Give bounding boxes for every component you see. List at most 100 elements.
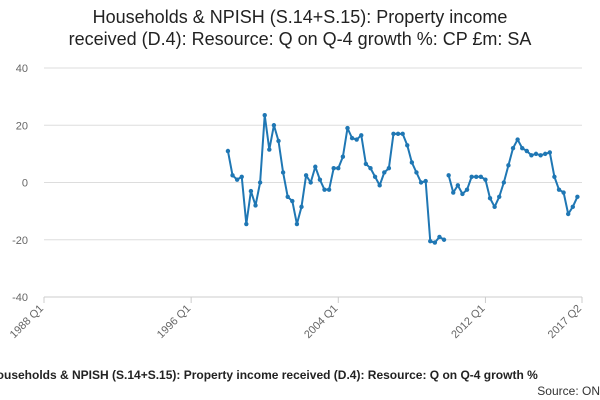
data-point [363, 161, 369, 167]
data-point [510, 145, 516, 151]
x-tick-label: 2017 Q2 [546, 303, 584, 341]
data-point [478, 174, 484, 179]
data-point [303, 173, 309, 178]
y-tick-label: 40 [16, 63, 28, 75]
x-axis: 1988 Q1 1996 Q1 2004 Q1 2012 Q1 2017 Q2 [8, 296, 584, 341]
chart-title-line-2: received (D.4): Resource: Q on Q-4 growt… [68, 29, 532, 49]
y-tick-label: -40 [12, 292, 28, 304]
data-point [418, 180, 424, 185]
data-point [377, 183, 382, 188]
data-point [446, 173, 451, 178]
data-point [570, 204, 575, 210]
data-point [469, 174, 474, 179]
data-point [414, 170, 419, 175]
data-point [271, 123, 277, 128]
x-tick-label: 1996 Q1 [155, 303, 193, 341]
data-point [529, 153, 534, 158]
data-point [524, 148, 530, 154]
data-point [515, 137, 520, 142]
data-point [437, 234, 442, 240]
data-point [372, 174, 378, 179]
data-point [290, 198, 295, 204]
data-point [497, 194, 502, 200]
data-point [317, 177, 323, 182]
data-point [322, 187, 327, 192]
data-point [299, 204, 304, 210]
data-point [345, 125, 350, 131]
data-point [308, 180, 313, 185]
data-point [432, 240, 438, 245]
line-chart: -40 -20 0 20 40 1988 Q1 1996 Q1 2004 Q1 2012 Q1… [8, 63, 584, 341]
data-point [501, 180, 507, 185]
data-point [280, 170, 286, 175]
data-point [267, 147, 272, 152]
data-point [262, 113, 267, 118]
data-point [331, 165, 336, 171]
data-point [483, 177, 488, 182]
data-point [230, 173, 235, 178]
data-point [455, 183, 461, 188]
x-tick-label: 2004 Q1 [302, 303, 340, 341]
data-point [244, 221, 249, 227]
data-point [313, 164, 318, 169]
data-point [234, 177, 240, 182]
data-point [464, 187, 470, 192]
data-point [538, 153, 543, 158]
y-tick-label: -20 [12, 235, 28, 247]
footer-caption: Households & NPISH (S.14+S.15): Property… [0, 368, 538, 382]
data-point [423, 178, 428, 184]
gridlines [44, 67, 582, 298]
series-line [447, 138, 579, 215]
chart-title-line-1: Households & NPISH (S.14+S.15): Property… [92, 7, 508, 27]
data-point [336, 165, 341, 171]
data-point [487, 196, 493, 201]
data-point [520, 145, 525, 151]
data-point [359, 133, 364, 138]
y-axis: -40 -20 0 20 40 [12, 63, 28, 304]
data-point [386, 165, 392, 171]
data-point [547, 150, 553, 155]
data-point [492, 204, 497, 210]
data-point [285, 194, 290, 200]
data-point [474, 174, 479, 179]
y-tick-label: 20 [16, 120, 28, 132]
data-point [566, 211, 571, 217]
data-point [405, 143, 410, 148]
data-point [253, 203, 258, 208]
data-point [368, 165, 373, 171]
data-point [354, 137, 359, 142]
data-point [294, 221, 300, 227]
data-point [248, 188, 254, 194]
data-point [395, 131, 401, 137]
y-tick-label: 0 [22, 178, 28, 190]
data-point [225, 148, 231, 154]
data-point [340, 154, 346, 159]
data-point [400, 131, 405, 137]
data-point [239, 174, 244, 179]
chart-title: Households & NPISH (S.14+S.15): Property… [0, 6, 600, 50]
data-series [225, 113, 580, 245]
data-point [391, 131, 396, 137]
data-point [543, 151, 548, 157]
data-point [561, 190, 566, 195]
data-point [428, 238, 433, 244]
data-point [556, 187, 562, 192]
data-point [326, 187, 332, 192]
data-point [451, 190, 456, 195]
data-point [441, 237, 447, 242]
data-point [460, 191, 465, 197]
data-point [257, 180, 263, 185]
data-point [349, 135, 355, 141]
x-tick-label: 1988 Q1 [8, 303, 46, 341]
series-line [226, 114, 445, 244]
data-point [552, 174, 557, 179]
data-point [575, 194, 580, 200]
x-tick-label: 2012 Q1 [449, 303, 487, 341]
data-point [506, 163, 511, 168]
data-point [409, 160, 415, 165]
chart-footer: Households & NPISH (S.14+S.15): Property… [0, 367, 600, 399]
data-point [382, 170, 387, 175]
data-point [533, 151, 539, 157]
data-point [276, 138, 281, 144]
footer-source: Source: ONS [537, 384, 600, 398]
